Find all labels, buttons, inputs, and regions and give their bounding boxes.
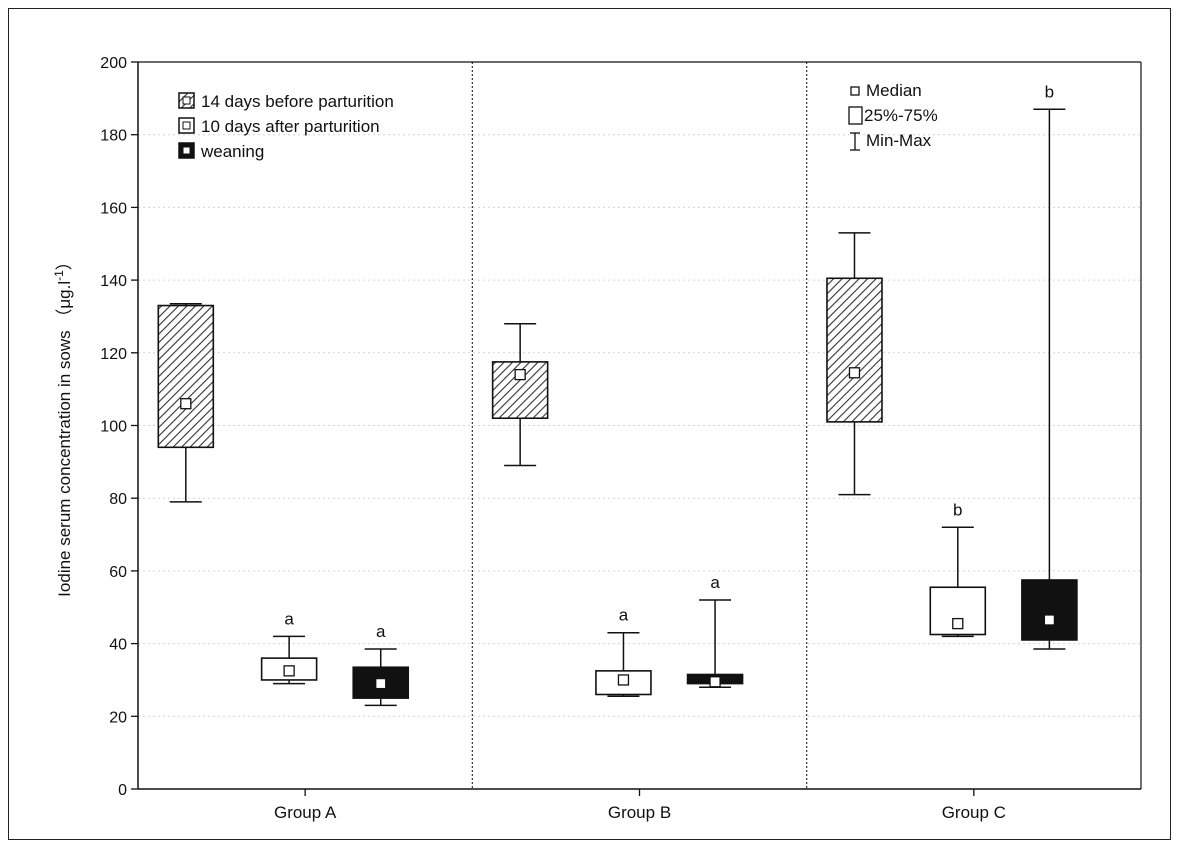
- key-legend: Median 25%-75% Min-Max: [848, 81, 938, 151]
- y-axis-label: Iodine serum concentration in sows （μg.l…: [52, 253, 74, 597]
- legend-item-2: weaning: [178, 142, 264, 161]
- box-key-icon: [848, 106, 863, 125]
- iqr-box: [929, 586, 987, 636]
- y-tick-label-6: 120: [100, 346, 127, 363]
- box-0-1: [491, 322, 549, 467]
- iqr-box: [1021, 579, 1078, 641]
- y-tick-label-0: 0: [118, 782, 127, 799]
- key-iqr-label: 25%-75%: [864, 106, 938, 125]
- median-marker: [848, 367, 861, 379]
- y-tick-label-10: 200: [100, 55, 127, 72]
- legend-label-2: weaning: [200, 142, 264, 161]
- y-ticks: 0 20 40 60 80 100 120 140 160 180 200: [100, 55, 138, 799]
- x-categories: Group A Group B Group C: [274, 789, 1006, 822]
- significance-label: a: [376, 622, 386, 641]
- group-dividers: [471, 62, 808, 789]
- median-marker: [180, 398, 192, 410]
- key-minmax-label: Min-Max: [866, 131, 932, 150]
- category-label-0: Group A: [274, 803, 337, 822]
- legend-item-0: 14 days before parturition: [178, 92, 394, 111]
- significance-label: a: [619, 606, 629, 625]
- box-1-0: a: [260, 609, 318, 685]
- legend-label-1: 10 days after parturition: [201, 117, 380, 136]
- iqr-box: [826, 277, 883, 423]
- median-marker: [1043, 614, 1056, 626]
- box-0-2: [826, 232, 883, 496]
- boxes: a a b a a b: [157, 82, 1078, 707]
- median-marker: [952, 617, 964, 630]
- median-marker: [617, 674, 630, 686]
- median-marker: [283, 665, 295, 677]
- y-tick-label-1: 20: [109, 709, 127, 726]
- y-tick-label-8: 160: [100, 200, 127, 217]
- legend-label-0: 14 days before parturition: [201, 92, 394, 111]
- median-key-icon: [850, 86, 860, 96]
- significance-label: b: [953, 500, 962, 519]
- y-tick-label-4: 80: [109, 491, 127, 508]
- significance-label: a: [284, 609, 294, 628]
- category-label-1: Group B: [608, 803, 671, 822]
- legend-item-1: 10 days after parturition: [178, 117, 380, 136]
- y-tick-label-7: 140: [100, 273, 127, 290]
- legend: 14 days before parturition 10 days after…: [178, 92, 394, 161]
- box-2-2: b: [1021, 82, 1078, 650]
- whisker-key-icon: [850, 132, 860, 151]
- box-2-1: a: [686, 573, 744, 688]
- significance-label: a: [710, 573, 720, 592]
- median-marker: [709, 676, 721, 688]
- iqr-box: [157, 304, 215, 449]
- median-marker: [375, 677, 387, 690]
- box-1-1: a: [595, 606, 652, 698]
- gridlines: [138, 134, 1141, 717]
- median-marker: [514, 368, 526, 381]
- y-tick-label-5: 100: [100, 419, 127, 436]
- box-2-0: a: [352, 622, 410, 707]
- significance-label: b: [1045, 82, 1054, 101]
- box-0-0: [157, 302, 215, 503]
- y-tick-label-2: 40: [109, 637, 127, 654]
- key-median-label: Median: [866, 81, 922, 100]
- y-tick-label-3: 60: [109, 564, 127, 581]
- box-1-2: b: [929, 500, 987, 638]
- category-label-2: Group C: [942, 803, 1006, 822]
- y-tick-label-9: 180: [100, 128, 127, 145]
